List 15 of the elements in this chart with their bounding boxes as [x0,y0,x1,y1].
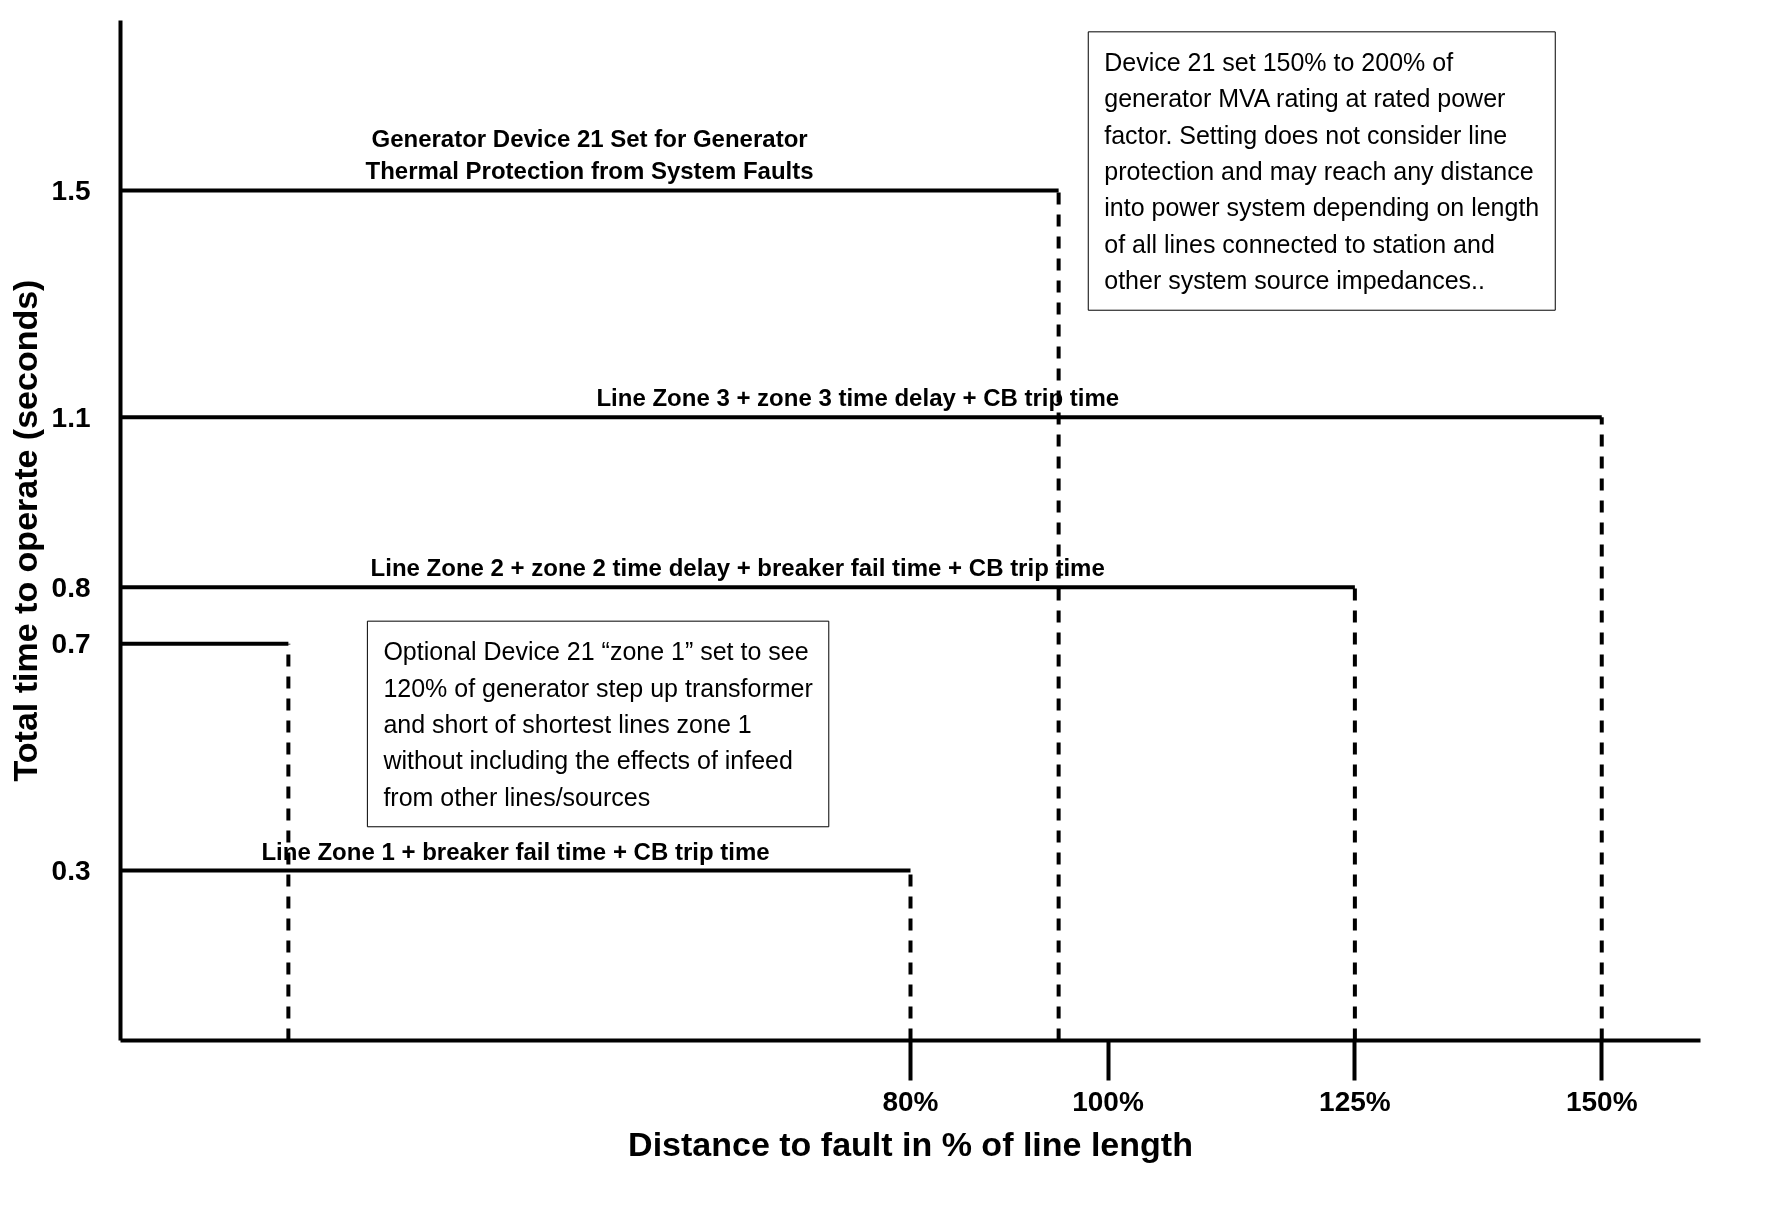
x-axis-title: Distance to fault in % of line length [628,1124,1193,1163]
y-axis-title: Total time to operate (seconds) [5,279,44,782]
x-tick-label: 150% [1565,1085,1638,1117]
x-tick-label: 125% [1319,1085,1391,1117]
y-tick-label: 1.1 [51,401,91,433]
annotation: Device 21 set 150% to 200% of generator MVA rating at rated power factor. Setting does not consider line protection and may reach any distance into power system depending on length of all lines connected to station and other system source impedances.. [1104,47,1540,295]
x-tick-label: 80% [882,1085,939,1117]
y-tick-label: 0.8 [51,571,91,603]
x-tick-label: 100% [1072,1085,1144,1117]
series-label: Generator Device 21 Set for Generator Thermal Protection from System Faults [365,125,814,185]
annotation: Optional Device 21 “zone 1” set to see 120% of generator step up transformer and short of shortest lines zone 1 without including the effects of infeed from other lines/sources [382,637,813,811]
y-tick-label: 1.5 [51,175,91,206]
series-label: Line Zone 1 + breaker fail time + CB trip time [261,837,770,865]
y-tick-label: 0.7 [51,628,91,660]
y-tick-label: 0.3 [51,855,91,886]
